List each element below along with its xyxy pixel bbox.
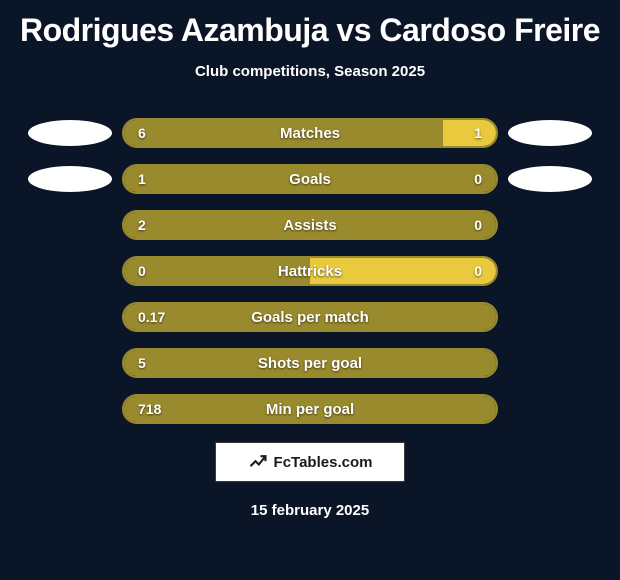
stat-value-left: 2: [138, 212, 146, 238]
stat-value-left: 0.17: [138, 304, 165, 330]
stat-row: 2 Assists 0: [18, 210, 602, 240]
stat-row: 0.17 Goals per match: [18, 302, 602, 332]
player-left-flag-2: [18, 166, 122, 192]
bar-right-segment: [310, 258, 496, 284]
stat-bar: 5 Shots per goal: [122, 348, 498, 378]
bar-left-segment: [124, 258, 310, 284]
stat-row: 0 Hattricks 0: [18, 256, 602, 286]
stat-bar: 2 Assists 0: [122, 210, 498, 240]
chart-icon: [248, 452, 268, 472]
stat-row: 6 Matches 1: [18, 118, 602, 148]
stat-row: 5 Shots per goal: [18, 348, 602, 378]
footer-date: 15 february 2025: [0, 502, 620, 519]
page-title: Rodrigues Azambuja vs Cardoso Freire: [0, 0, 620, 49]
ellipse-icon: [28, 166, 112, 192]
ellipse-icon: [28, 120, 112, 146]
bar-right-segment: [443, 120, 496, 146]
player-left-flag-1: [18, 120, 122, 146]
brand-badge[interactable]: FcTables.com: [215, 442, 405, 482]
stat-row: 718 Min per goal: [18, 394, 602, 424]
bar-left-segment: [124, 350, 496, 376]
stat-value-left: 0: [138, 258, 146, 284]
bar-left-segment: [124, 304, 496, 330]
stat-bar: 0.17 Goals per match: [122, 302, 498, 332]
stat-value-right: 0: [474, 212, 482, 238]
stat-value-right: 0: [474, 166, 482, 192]
stat-bar: 0 Hattricks 0: [122, 256, 498, 286]
bar-left-segment: [124, 396, 496, 422]
player-right-flag-2: [498, 166, 602, 192]
stat-bar: 6 Matches 1: [122, 118, 498, 148]
comparison-chart: 6 Matches 1 1 Goals 0 2 Assists 0: [0, 118, 620, 424]
ellipse-icon: [508, 120, 592, 146]
stat-value-left: 718: [138, 396, 161, 422]
player-right-flag-1: [498, 120, 602, 146]
stat-bar: 1 Goals 0: [122, 164, 498, 194]
brand-text: FcTables.com: [274, 454, 373, 471]
bar-left-segment: [124, 120, 443, 146]
stat-value-left: 1: [138, 166, 146, 192]
stat-value-left: 6: [138, 120, 146, 146]
bar-left-segment: [124, 166, 496, 192]
stat-row: 1 Goals 0: [18, 164, 602, 194]
stat-value-right: 0: [474, 258, 482, 284]
stat-value-left: 5: [138, 350, 146, 376]
ellipse-icon: [508, 166, 592, 192]
bar-left-segment: [124, 212, 496, 238]
subtitle: Club competitions, Season 2025: [0, 63, 620, 80]
stat-bar: 718 Min per goal: [122, 394, 498, 424]
stat-value-right: 1: [474, 120, 482, 146]
